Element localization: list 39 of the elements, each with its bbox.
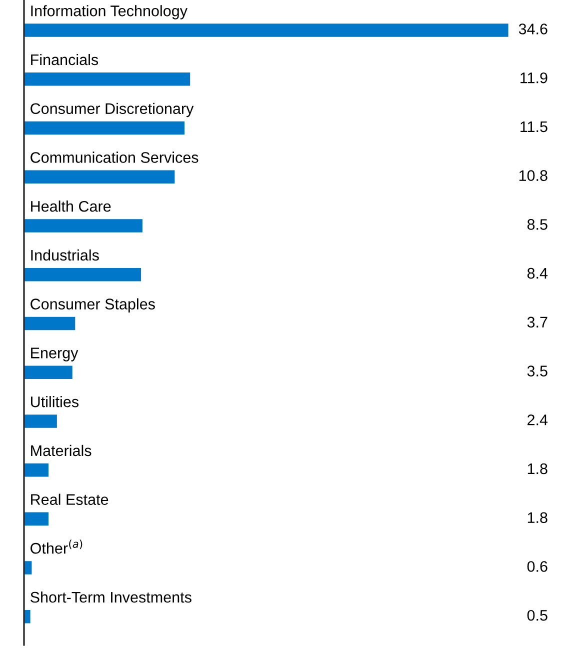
bar [24, 120, 186, 136]
bar [24, 560, 34, 576]
y-tick-label: Consumer Staples [30, 298, 155, 313]
y-tick-label: Communication Services [30, 152, 198, 163]
data-label: 8.4 [527, 268, 548, 279]
bar [24, 266, 142, 283]
y-tick-label: Industrials [31, 249, 99, 261]
y-tick-label: Energy [31, 348, 78, 362]
data-label: 10.8 [519, 170, 548, 181]
data-label: 1.8 [528, 512, 548, 524]
bar [24, 364, 74, 380]
data-label: 1.8 [528, 463, 548, 474]
bar [24, 510, 50, 527]
y-tick-label: Materials [31, 444, 92, 456]
bar [24, 462, 50, 478]
y-tick-label: Other$^{(a)}$ [30, 540, 82, 554]
bar [24, 71, 192, 88]
y-tick-label: Information Technology [31, 5, 188, 20]
data-label: 8.5 [527, 219, 548, 230]
data-label: 2.4 [528, 414, 548, 426]
data-label: 3.7 [527, 316, 548, 328]
y-tick-label: Utilities [31, 396, 79, 408]
data-label: 0.6 [527, 561, 548, 572]
bar [24, 608, 32, 625]
bar [24, 168, 176, 185]
data-label: 3.5 [527, 366, 548, 376]
bar [24, 218, 144, 234]
data-label: 34.6 [518, 24, 548, 34]
bar [24, 22, 510, 38]
bar [24, 413, 58, 430]
data-label: 11.5 [520, 121, 548, 132]
y-tick-label: Real Estate [31, 494, 108, 505]
data-label: 0.5 [527, 610, 548, 621]
bar [24, 315, 77, 332]
data-label: 11.9 [520, 72, 548, 84]
y-tick-label: Consumer Discretionary [30, 102, 194, 118]
y-tick-label: Financials [31, 54, 98, 66]
y-tick-label: Health Care [31, 200, 111, 212]
y-tick-label: Short-Term Investments [30, 591, 192, 603]
